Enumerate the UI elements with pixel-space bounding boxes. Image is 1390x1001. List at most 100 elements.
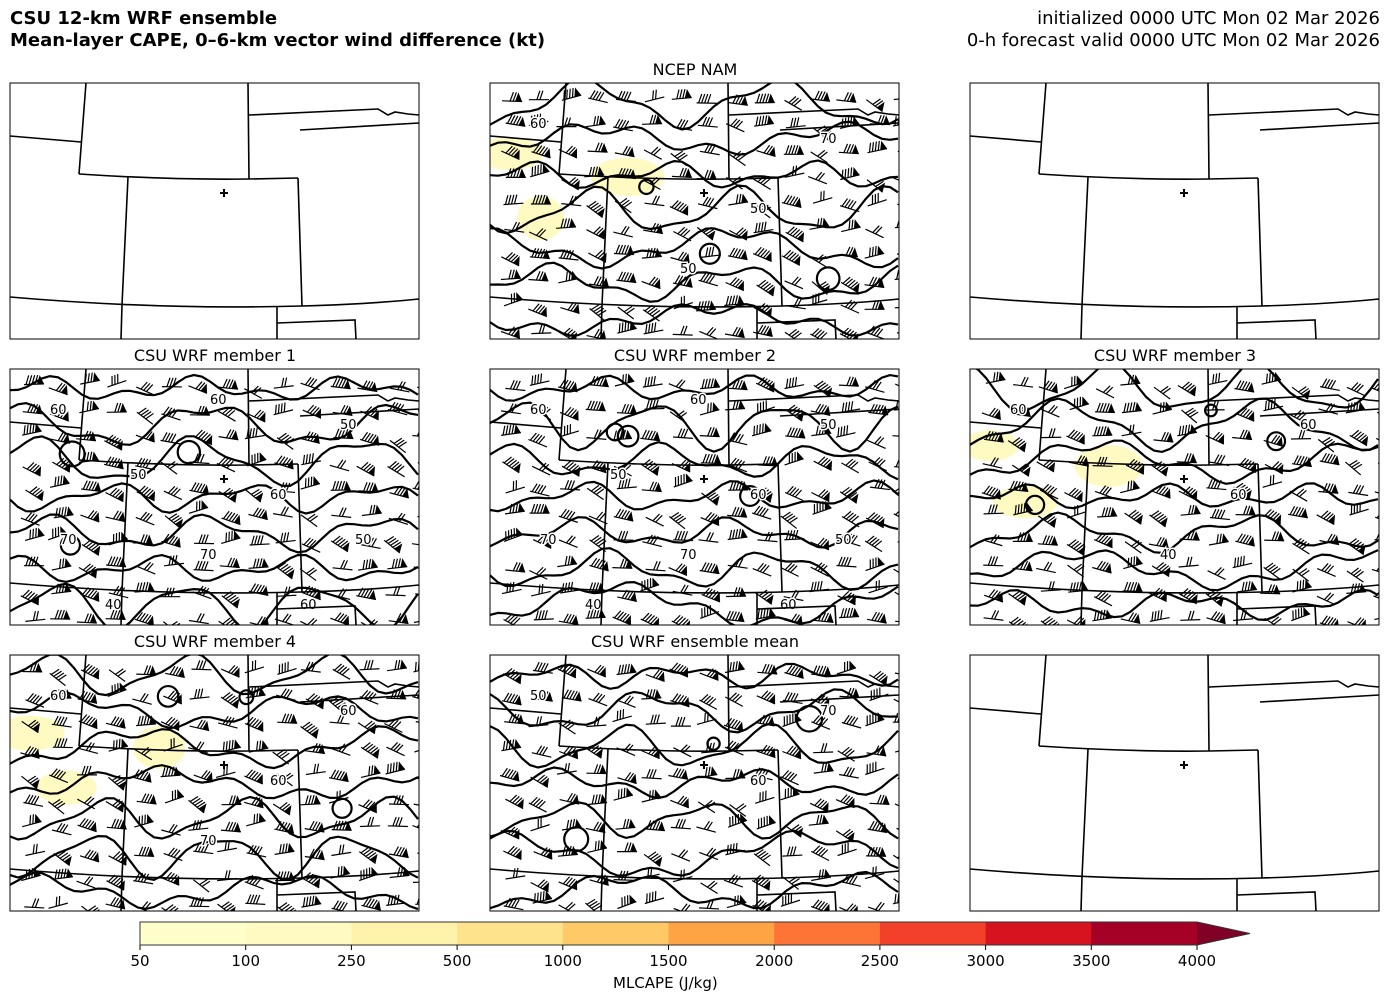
wind-barb	[1151, 562, 1171, 578]
wind-barb	[51, 689, 72, 700]
wind-barb	[868, 456, 887, 472]
wind-barb	[1179, 588, 1198, 605]
wind-barb	[894, 269, 899, 281]
wind-barb	[894, 803, 899, 813]
contour-label: 40	[1160, 548, 1177, 563]
wind-barb	[301, 537, 321, 553]
wind-barb	[869, 794, 890, 805]
wind-barb	[840, 299, 860, 314]
wind-barb	[331, 844, 352, 857]
wind-barb	[1207, 372, 1228, 386]
wind-barb	[893, 878, 899, 891]
wind-barb	[276, 432, 295, 450]
wind-barb	[20, 746, 40, 759]
wind-contour	[10, 513, 419, 554]
wind-barb	[530, 194, 551, 205]
wind-barb	[839, 327, 859, 339]
contour-label: 60	[340, 704, 357, 719]
wind-barb	[48, 798, 66, 815]
contour-label: 60	[530, 403, 547, 418]
wind-barb	[811, 714, 831, 730]
wind-barb	[587, 664, 607, 678]
wind-barb	[699, 327, 719, 339]
wind-barb	[784, 376, 805, 390]
wind-barb	[387, 659, 407, 672]
contour-label: 60	[750, 774, 767, 789]
panel-frame	[489, 82, 900, 340]
wind-barb	[77, 796, 96, 810]
wind-barb	[839, 486, 859, 504]
wind-barb	[49, 407, 69, 422]
state-border	[10, 707, 82, 715]
wind-barb	[810, 90, 831, 102]
panel-title: NCEP NAM	[652, 60, 738, 79]
wind-barb	[1176, 453, 1197, 464]
wind-barb	[189, 482, 210, 495]
wind-barb	[361, 504, 382, 517]
state-border	[490, 135, 562, 143]
wind-barb	[274, 455, 294, 470]
wind-barb	[273, 402, 294, 416]
contour-label: 50	[340, 418, 357, 433]
wind-barb	[1008, 590, 1027, 606]
wind-barb	[415, 894, 419, 905]
wind-barb	[1177, 424, 1198, 437]
wind-barb	[1063, 375, 1084, 390]
wind-barb	[389, 866, 410, 879]
station-marker-icon	[1180, 761, 1188, 769]
wind-barb	[218, 715, 238, 729]
wind-barb	[752, 767, 773, 781]
wind-barb	[613, 508, 634, 522]
contour-label: 40	[105, 598, 122, 613]
contour-label: 50	[130, 468, 147, 483]
colorbar-bin	[457, 922, 564, 945]
wind-barb	[358, 482, 379, 493]
wind-barb	[865, 380, 885, 393]
wind-contour	[706, 736, 721, 751]
wind-barb	[23, 374, 45, 386]
contour-label: 60	[270, 774, 287, 789]
wind-barb	[1036, 561, 1056, 574]
wind-barb	[644, 820, 665, 832]
wind-barb	[20, 512, 40, 526]
wind-contour	[970, 588, 1379, 622]
wind-barb	[780, 770, 799, 786]
wind-barb	[531, 583, 551, 597]
map-panel: 60 60 50 50 60 70 70 50 40 60	[489, 368, 900, 626]
colorbar-tick-label: 1500	[649, 952, 688, 970]
wind-barb	[136, 665, 157, 676]
wind-barb	[617, 771, 637, 785]
wind-barb	[699, 693, 718, 710]
wind-contour	[490, 479, 899, 513]
state-border	[248, 394, 419, 402]
wind-barb	[614, 197, 633, 214]
state-border	[276, 319, 357, 339]
wind-barb	[643, 322, 664, 335]
state-border	[727, 655, 730, 752]
contour-label: 60	[780, 598, 797, 613]
wind-barb	[838, 766, 859, 779]
map-panel: 60 60 60 40	[969, 368, 1380, 626]
wind-barb	[1012, 532, 1033, 542]
wind-barb	[331, 507, 352, 518]
wind-barb	[983, 534, 1003, 547]
state-border	[779, 408, 899, 417]
wind-barb	[753, 849, 771, 867]
wind-barb	[189, 897, 210, 908]
wind-barb	[533, 610, 554, 621]
wind-barb	[1263, 434, 1284, 447]
wind-barb	[894, 306, 899, 309]
state-border	[78, 459, 299, 466]
wind-barb	[612, 558, 633, 569]
wind-barb	[1316, 563, 1336, 577]
wind-barb	[981, 407, 1002, 420]
wind-barb	[866, 179, 886, 193]
panel-frame	[9, 82, 420, 340]
wind-barb	[244, 660, 265, 674]
wind-barb	[836, 556, 857, 568]
wind-barb	[612, 709, 632, 723]
wind-barb	[588, 90, 608, 104]
wind-barb	[645, 669, 665, 683]
wind-barb	[529, 248, 550, 260]
